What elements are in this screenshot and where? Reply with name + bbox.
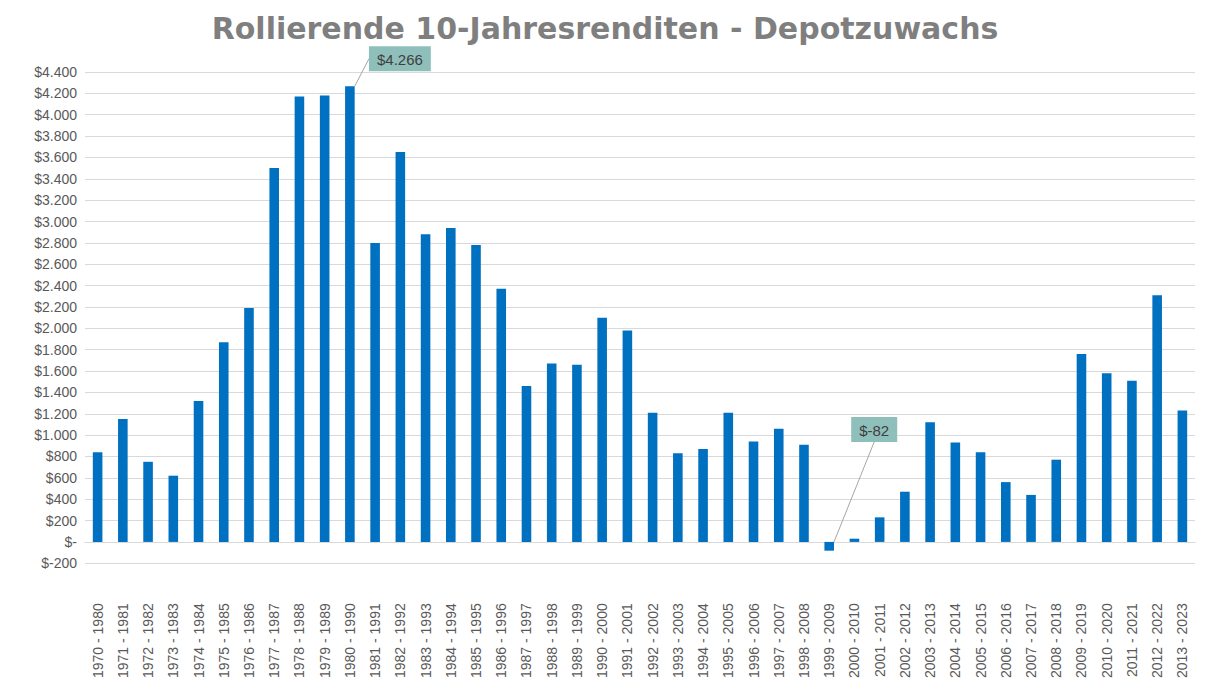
svg-text:1992 - 2002: 1992 - 2002 [645, 603, 661, 678]
svg-text:1972 - 1982: 1972 - 1982 [140, 603, 156, 678]
svg-text:$4.200: $4.200 [34, 85, 77, 101]
svg-text:1985 - 1995: 1985 - 1995 [468, 603, 484, 678]
svg-text:$2.000: $2.000 [34, 320, 77, 336]
svg-text:2013 - 2023: 2013 - 2023 [1174, 603, 1190, 678]
svg-text:1973 - 1983: 1973 - 1983 [165, 603, 181, 678]
svg-text:2003 - 2013: 2003 - 2013 [922, 603, 938, 678]
svg-text:1980 - 1990: 1980 - 1990 [342, 603, 358, 678]
svg-text:1993 - 2003: 1993 - 2003 [670, 603, 686, 678]
svg-text:1998 - 2008: 1998 - 2008 [796, 603, 812, 678]
svg-text:$800: $800 [46, 448, 77, 464]
svg-text:$-82: $-82 [859, 422, 889, 439]
svg-text:2000 - 2010: 2000 - 2010 [846, 603, 862, 678]
svg-text:$1.800: $1.800 [34, 342, 77, 358]
svg-text:1987 - 1997: 1987 - 1997 [518, 603, 534, 678]
svg-text:$1.600: $1.600 [34, 363, 77, 379]
svg-text:$600: $600 [46, 470, 77, 486]
svg-text:2007 - 2017: 2007 - 2017 [1023, 603, 1039, 678]
svg-text:1981 - 1991: 1981 - 1991 [367, 603, 383, 678]
svg-text:1978 - 1988: 1978 - 1988 [291, 603, 307, 678]
svg-text:1990 - 2000: 1990 - 2000 [594, 603, 610, 678]
svg-text:1977 - 1987: 1977 - 1987 [266, 603, 282, 678]
svg-text:2008 - 2018: 2008 - 2018 [1048, 603, 1064, 678]
svg-text:$3.800: $3.800 [34, 128, 77, 144]
svg-text:1970 - 1980: 1970 - 1980 [90, 603, 106, 678]
svg-text:$3.600: $3.600 [34, 149, 77, 165]
svg-text:$2.400: $2.400 [34, 278, 77, 294]
svg-text:2005 - 2015: 2005 - 2015 [973, 603, 989, 678]
svg-text:$2.800: $2.800 [34, 235, 77, 251]
svg-text:2011 - 2021: 2011 - 2021 [1124, 603, 1140, 677]
svg-text:1976 - 1986: 1976 - 1986 [241, 603, 257, 678]
svg-text:1989 - 1999: 1989 - 1999 [569, 603, 585, 678]
svg-text:1984 - 1994: 1984 - 1994 [443, 603, 459, 678]
svg-text:2010 - 2020: 2010 - 2020 [1099, 603, 1115, 678]
svg-text:1995 - 2005: 1995 - 2005 [720, 603, 736, 678]
svg-text:$2.600: $2.600 [34, 256, 77, 272]
svg-text:2001 - 2011: 2001 - 2011 [872, 603, 888, 677]
svg-text:1991 - 2001: 1991 - 2001 [619, 603, 635, 678]
svg-text:$4.400: $4.400 [34, 64, 77, 80]
svg-text:$400: $400 [46, 491, 77, 507]
svg-text:$2.200: $2.200 [34, 299, 77, 315]
svg-text:1974 - 1984: 1974 - 1984 [191, 603, 207, 678]
svg-text:2004 - 2014: 2004 - 2014 [947, 603, 963, 678]
svg-text:1994 - 2004: 1994 - 2004 [695, 603, 711, 678]
svg-text:1997 - 2007: 1997 - 2007 [771, 603, 787, 678]
svg-text:$4.266: $4.266 [377, 51, 423, 68]
svg-text:$4.000: $4.000 [34, 107, 77, 123]
svg-text:2009 - 2019: 2009 - 2019 [1073, 603, 1089, 678]
svg-text:$200: $200 [46, 513, 77, 529]
svg-text:$1.000: $1.000 [34, 427, 77, 443]
svg-text:$1.200: $1.200 [34, 406, 77, 422]
svg-text:1979 - 1989: 1979 - 1989 [317, 603, 333, 678]
svg-text:$3.000: $3.000 [34, 214, 77, 230]
svg-text:1996 - 2006: 1996 - 2006 [746, 603, 762, 678]
svg-text:1983 - 1993: 1983 - 1993 [418, 603, 434, 678]
svg-text:$1.400: $1.400 [34, 384, 77, 400]
svg-text:2006 - 2016: 2006 - 2016 [998, 603, 1014, 678]
svg-text:$-200: $-200 [41, 555, 77, 571]
svg-text:1988 - 1998: 1988 - 1998 [544, 603, 560, 678]
svg-text:$3.400: $3.400 [34, 171, 77, 187]
svg-text:1982 - 1992: 1982 - 1992 [392, 603, 408, 678]
svg-text:1971 - 1981: 1971 - 1981 [115, 603, 131, 678]
svg-text:1975 - 1985: 1975 - 1985 [216, 603, 232, 678]
svg-text:Rollierende 10-Jahresrenditen: Rollierende 10-Jahresrenditen - Depotzuw… [212, 11, 999, 46]
svg-text:2012 - 2022: 2012 - 2022 [1149, 603, 1165, 678]
svg-text:1999 - 2009: 1999 - 2009 [821, 603, 837, 678]
svg-text:$-: $- [65, 534, 78, 550]
svg-text:2002 - 2012: 2002 - 2012 [897, 603, 913, 678]
svg-text:1986 - 1996: 1986 - 1996 [493, 603, 509, 678]
svg-text:$3.200: $3.200 [34, 192, 77, 208]
